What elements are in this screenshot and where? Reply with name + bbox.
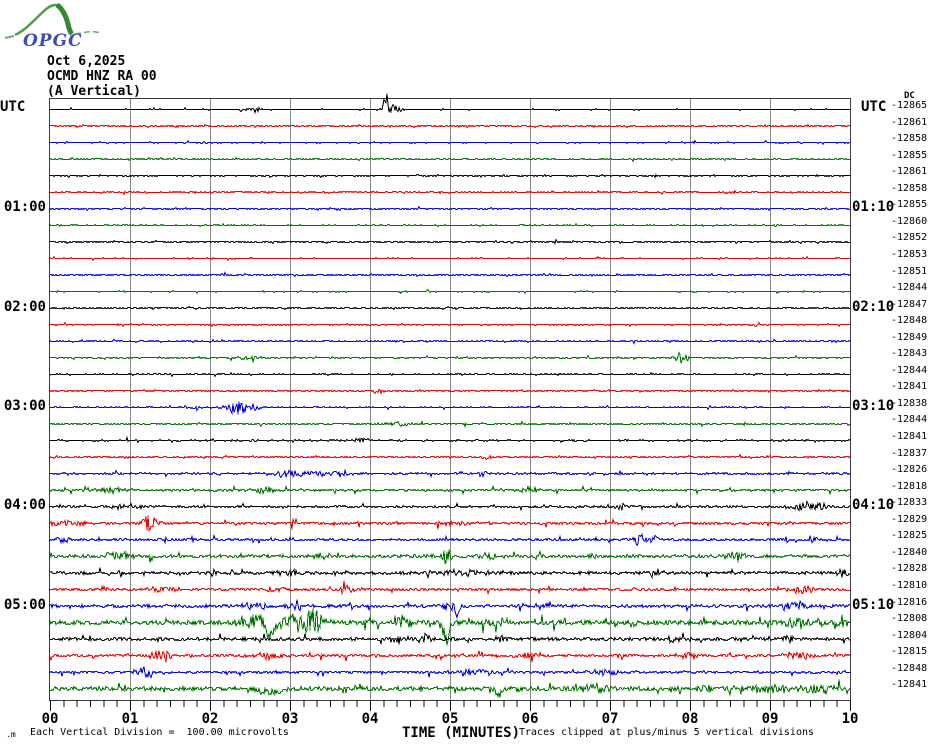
trace-line-03:20: [50, 435, 851, 444]
logo-curve-left-dash: [4, 35, 15, 39]
header-date: Oct 6,2025: [47, 54, 126, 69]
trace-line-01:10: [49, 222, 850, 228]
trace-line-05:00: [49, 599, 851, 620]
station-code: OCMD HNZ RA 00: [47, 69, 157, 84]
trace-line-00:20: [50, 139, 850, 146]
trace-line-01:00: [49, 205, 850, 212]
logo-curve-ridge: [14, 3, 60, 37]
logo-curve-right-dashes: [74, 30, 101, 35]
trace-line-05:50: [50, 679, 851, 699]
trace-line-03:10: [49, 419, 850, 429]
trace-line-02:20: [49, 338, 851, 345]
trace-line-03:50: [49, 484, 851, 496]
time-axis-title: TIME (MINUTES): [402, 725, 521, 741]
trace-line-04:10: [49, 515, 850, 532]
trace-line-05:20: [50, 632, 851, 646]
trace-line-02:30: [50, 351, 850, 364]
trace-line-00:30: [49, 156, 850, 163]
trace-line-00:50: [50, 189, 850, 196]
scale-note: Each Vertical Division = 100.00 microvol…: [30, 727, 289, 738]
trace-line-01:50: [50, 288, 850, 295]
utc-label-right: UTC: [861, 99, 887, 115]
trace-line-01:20: [50, 238, 850, 245]
trace-line-02:40: [49, 371, 850, 378]
trace-line-04:20: [49, 532, 850, 547]
trace-line-01:40: [50, 271, 851, 278]
component-label: (A Vertical): [47, 84, 141, 99]
opgc-logo: OPGC: [2, 2, 112, 54]
trace-line-03:00: [50, 401, 850, 416]
trace-line-01:30: [49, 255, 850, 262]
trace-line-04:30: [49, 549, 851, 565]
trace-line-00:00: [50, 93, 850, 115]
trace-line-02:00: [50, 305, 850, 311]
trace-line-05:30: [49, 650, 851, 663]
logo-text: OPGC: [23, 31, 83, 51]
trace-line-05:10: [49, 608, 850, 646]
trace-line-04:00: [50, 499, 851, 512]
logo-curve-peak: [55, 2, 74, 36]
trace-line-04:50: [49, 580, 850, 596]
trace-line-03:30: [49, 453, 851, 461]
clip-note: Traces clipped at plus/minus 5 vertical …: [519, 727, 815, 738]
trace-line-03:40: [50, 468, 851, 479]
trace-line-02:10: [50, 321, 850, 328]
trace-line-00:40: [50, 173, 850, 179]
dc-column-header: DC: [904, 91, 915, 101]
trace-line-00:10: [50, 123, 851, 129]
trace-line-04:40: [49, 567, 851, 580]
trace-line-05:40: [49, 666, 850, 679]
utc-label-left: UTC: [0, 99, 26, 115]
trace-line-02:50: [49, 388, 850, 396]
corner-mark: .m: [6, 730, 16, 739]
